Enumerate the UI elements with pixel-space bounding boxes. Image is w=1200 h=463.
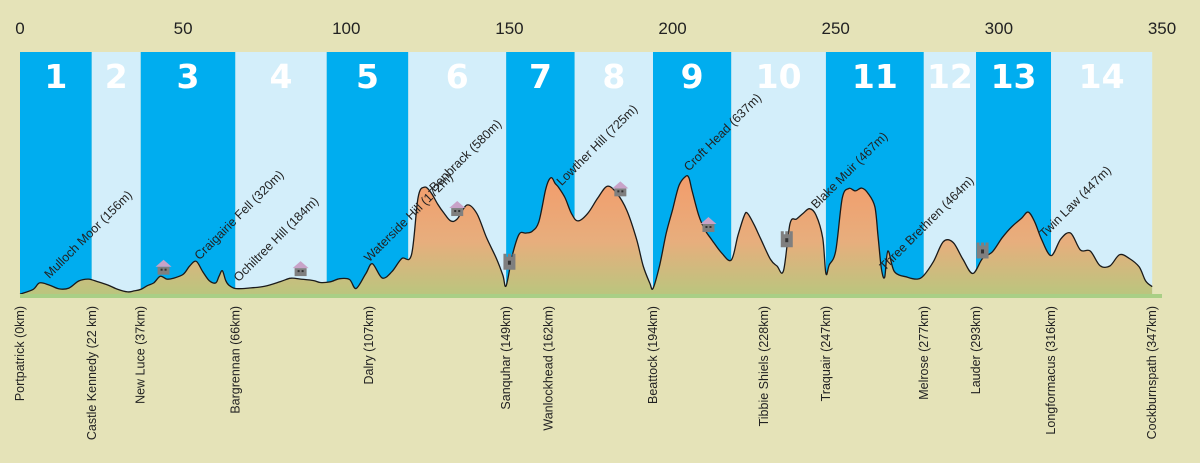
- route-markers: [155, 181, 989, 277]
- stage-number-11: 11: [852, 57, 898, 96]
- town-label: Longformacus (316km): [1044, 306, 1058, 435]
- house-icon: [155, 259, 172, 275]
- ground-strip: [20, 294, 1162, 298]
- x-tick-label: 350: [1148, 19, 1176, 38]
- town-label: New Luce (37km): [134, 306, 148, 404]
- x-tick-label: 50: [174, 19, 193, 38]
- town-label: Tibbie Shiels (228km): [757, 306, 771, 426]
- stage-number-2: 2: [105, 57, 128, 96]
- stage-number-8: 8: [602, 57, 625, 96]
- stage-number-1: 1: [44, 57, 67, 96]
- stage-band-1: [20, 52, 92, 296]
- town-labels: Portpatrick (0km) Castle Kennedy (22 km) N…: [13, 306, 1159, 440]
- town-label: Cockburnspath (347km): [1145, 306, 1159, 439]
- stage-number-9: 9: [681, 57, 704, 96]
- stage-number-13: 13: [991, 57, 1037, 96]
- x-tick-label: 150: [495, 19, 523, 38]
- terrain-outline: [19, 175, 1153, 295]
- town-label: Traquair (247km): [819, 306, 833, 401]
- town-label: Portpatrick (0km): [13, 306, 27, 401]
- stage-number-10: 10: [756, 57, 802, 96]
- elevation-profile: [19, 175, 1162, 298]
- stage-band-2: [91, 52, 141, 296]
- stage-band-3: [140, 52, 236, 296]
- x-tick-label: 300: [985, 19, 1013, 38]
- house-icon: [612, 181, 629, 197]
- town-label: Castle Kennedy (22 km): [85, 306, 99, 440]
- stage-number-14: 14: [1079, 57, 1125, 96]
- stage-number-4: 4: [270, 57, 293, 96]
- town-label: Dalry (107km): [362, 306, 376, 385]
- stage-number-6: 6: [446, 57, 469, 96]
- stage-number-7: 7: [529, 57, 552, 96]
- x-tick-label: 250: [822, 19, 850, 38]
- stage-band-5: [326, 52, 409, 296]
- stage-number-3: 3: [177, 57, 200, 96]
- house-icon: [292, 261, 309, 277]
- x-tick-label: 100: [332, 19, 360, 38]
- castle-icon: [780, 231, 793, 248]
- x-tick-label: 200: [658, 19, 686, 38]
- house-icon: [449, 201, 466, 217]
- stage-number-5: 5: [356, 57, 379, 96]
- town-label: Wanlockhead (162km): [542, 306, 556, 431]
- town-label: Bargrennan (66km): [228, 306, 242, 414]
- town-label: Melrose (277km): [917, 306, 931, 400]
- distance-axis: 0 50 100 150 200 250 300 350: [15, 19, 1176, 38]
- stage-number-12: 12: [927, 57, 973, 96]
- town-label: Beattock (194km): [646, 306, 660, 404]
- castle-icon: [503, 253, 516, 270]
- castle-icon: [976, 242, 989, 259]
- x-tick-label: 0: [15, 19, 24, 38]
- town-label: Sanquhar (149km): [499, 306, 513, 410]
- stage-band-4: [235, 52, 327, 296]
- terrain-fill: [20, 175, 1153, 296]
- town-label: Lauder (293km): [969, 306, 983, 394]
- house-icon: [700, 217, 717, 232]
